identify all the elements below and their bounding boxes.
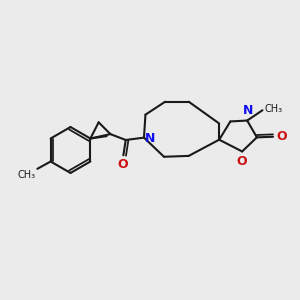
Text: N: N <box>243 104 253 117</box>
Text: O: O <box>276 130 286 143</box>
Text: CH₃: CH₃ <box>18 170 36 180</box>
Text: CH₃: CH₃ <box>264 104 282 114</box>
Text: N: N <box>145 132 155 145</box>
Text: O: O <box>237 155 248 168</box>
Text: O: O <box>118 158 128 171</box>
